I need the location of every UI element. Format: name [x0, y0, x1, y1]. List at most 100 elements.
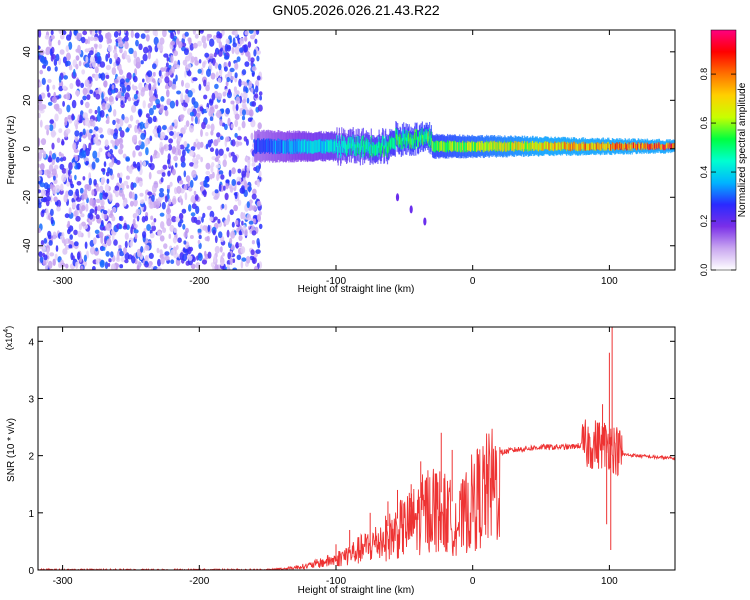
- heatmap-cell: [150, 215, 154, 221]
- heatmap-cell: [100, 72, 106, 81]
- heatmap-cell: [258, 211, 262, 216]
- heatmap-cell: [216, 110, 222, 119]
- snr-series-line: [38, 419, 675, 570]
- heatmap-cell: [232, 103, 235, 112]
- heatmap-cell: [114, 185, 120, 191]
- heatmap-cell: [108, 162, 114, 168]
- spectrogram-y-label: Frequency (Hz): [6, 116, 17, 185]
- heatmap-cell: [533, 143, 535, 151]
- heatmap-cell: [38, 151, 43, 160]
- heatmap-cell: [252, 214, 258, 220]
- snr-y-tick-label: 1: [28, 509, 34, 520]
- heatmap-cell: [72, 142, 77, 151]
- heatmap-cell: [65, 128, 71, 134]
- heatmap-cell: [224, 192, 229, 201]
- heatmap-cell: [241, 120, 246, 129]
- heatmap-cell: [164, 85, 169, 90]
- heatmap-cell: [145, 113, 150, 119]
- heatmap-cell: [225, 136, 230, 143]
- heatmap-cell: [158, 191, 165, 198]
- heatmap-cell: [135, 56, 141, 65]
- heatmap-cell: [136, 215, 140, 222]
- heatmap-cell: [155, 98, 161, 105]
- heatmap-cell: [211, 162, 215, 168]
- heatmap-cell: [169, 181, 173, 187]
- colorbar-ticks: 0.0 0.2 0.4 0.6 0.8: [699, 68, 736, 276]
- heatmap-cell: [101, 92, 104, 101]
- snr-panel: -300 -200 -100 0 100 0 1 2 3 4 Height of straigh…: [3, 326, 676, 596]
- heatmap-cell: [158, 78, 163, 83]
- heatmap-cell: [184, 94, 188, 99]
- heatmap-cell: [222, 159, 227, 168]
- heatmap-cell: [255, 249, 261, 255]
- heatmap-cell: [41, 77, 46, 85]
- heatmap-cell: [64, 213, 70, 219]
- heatmap-cell: [124, 240, 128, 249]
- heatmap-cell: [175, 216, 180, 223]
- heatmap-cell: [118, 224, 123, 230]
- heatmap-cell: [104, 261, 109, 270]
- heatmap-cell: [160, 177, 164, 183]
- heatmap-cell: [235, 90, 240, 96]
- heatmap-cell: [167, 170, 171, 177]
- heatmap-cell: [48, 240, 53, 246]
- heatmap-cell: [51, 142, 55, 150]
- heatmap-cell: [99, 110, 105, 118]
- snr-x-tick-label: -200: [189, 576, 209, 587]
- heatmap-cell: [256, 75, 261, 81]
- heatmap-cell: [241, 170, 247, 178]
- spectrogram-x-tick-label: -200: [189, 276, 209, 287]
- heatmap-cell: [406, 130, 408, 142]
- heatmap-cell: [205, 225, 208, 233]
- heatmap-cell: [218, 41, 223, 49]
- heatmap-cell: [199, 106, 204, 112]
- heatmap-cell: [38, 228, 42, 233]
- heatmap-cell: [56, 206, 61, 212]
- heatmap-cell: [560, 143, 562, 151]
- heatmap-cell: [60, 183, 64, 192]
- heatmap-cell: [191, 157, 198, 163]
- heatmap-cell: [56, 137, 61, 144]
- heatmap-cell: [230, 76, 234, 81]
- heatmap-cell: [209, 99, 214, 104]
- heatmap-cell: [250, 132, 254, 141]
- heatmap-cell: [218, 170, 224, 176]
- heatmap-cell: [63, 194, 68, 203]
- heatmap-cell: [51, 168, 57, 176]
- heatmap-cell: [129, 200, 134, 207]
- heatmap-cell: [96, 52, 101, 58]
- heatmap-cell: [622, 143, 624, 150]
- heatmap-cell: [39, 81, 42, 87]
- heatmap-cell: [44, 124, 50, 130]
- heatmap-cell: [536, 142, 538, 151]
- heatmap-cell: [187, 37, 192, 43]
- heatmap-cell: [251, 230, 257, 236]
- heatmap-cell: [220, 261, 225, 267]
- heatmap-cell: [118, 189, 124, 197]
- heatmap-cell: [194, 33, 199, 39]
- heatmap-cell: [60, 262, 66, 268]
- heatmap-cell: [160, 67, 165, 72]
- heatmap-cell: [171, 83, 177, 90]
- heatmap-cell: [76, 251, 81, 260]
- heatmap-cell: [39, 103, 44, 111]
- heatmap-cell: [38, 169, 43, 176]
- heatmap-cell: [164, 255, 170, 261]
- spectrogram-y-tick-label: 0: [22, 146, 33, 152]
- heatmap-cell: [133, 50, 138, 59]
- heatmap-cell: [189, 162, 195, 167]
- heatmap-cell: [236, 181, 241, 186]
- heatmap-cell: [68, 244, 73, 249]
- heatmap-cell: [124, 232, 129, 240]
- heatmap-cell: [128, 191, 133, 199]
- heatmap-cell: [182, 149, 186, 157]
- heatmap-cell: [252, 188, 257, 195]
- heatmap-cell: [84, 184, 90, 190]
- heatmap-cell: [241, 99, 247, 104]
- heatmap-cell: [512, 141, 514, 151]
- heatmap-cell: [102, 210, 108, 215]
- heatmap-cell: [131, 104, 137, 113]
- heatmap-cell: [91, 161, 96, 170]
- heatmap-cell: [140, 88, 145, 97]
- heatmap-cell: [236, 135, 242, 140]
